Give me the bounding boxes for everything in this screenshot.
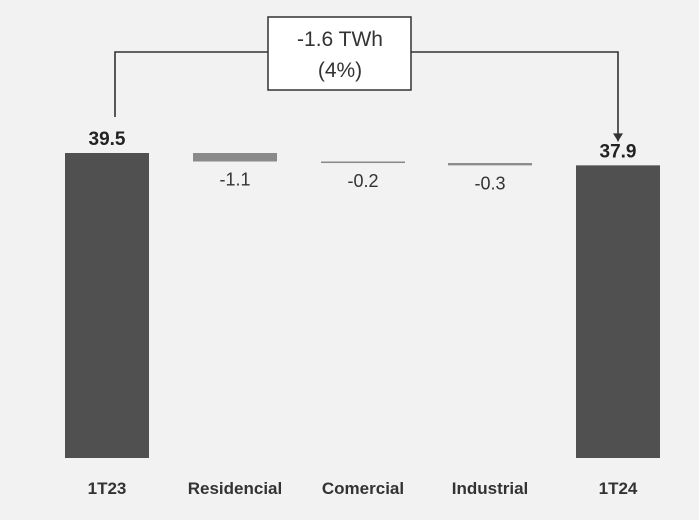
value-label-comercial: -0.2 xyxy=(347,171,378,191)
bar-1t24 xyxy=(576,165,660,458)
labels: 39.5 1T23 -1.1 Residencial -0.2 Comercial -0.3… xyxy=(88,129,638,498)
category-label-comercial: Comercial xyxy=(322,479,404,498)
bar-residencial xyxy=(193,153,277,162)
change-annotation-value: -1.6 TWh xyxy=(297,28,383,51)
arrow-down-icon xyxy=(613,133,623,142)
change-annotation: -1.6 TWh (4%) xyxy=(267,16,412,91)
category-label-industrial: Industrial xyxy=(452,479,529,498)
change-annotation-percent: (4%) xyxy=(318,59,362,82)
value-label-1t24: 37.9 xyxy=(600,141,637,162)
value-label-1t23: 39.5 xyxy=(89,129,126,150)
change-annotation-box xyxy=(267,16,412,91)
category-label-1t24: 1T24 xyxy=(599,479,638,498)
category-label-1t23: 1T23 xyxy=(88,479,127,498)
bars xyxy=(65,153,660,458)
bar-comercial xyxy=(321,161,405,164)
category-label-residencial: Residencial xyxy=(188,479,283,498)
bar-1t23 xyxy=(65,153,149,458)
connector-line xyxy=(114,51,619,142)
value-label-industrial: -0.3 xyxy=(474,173,505,193)
value-label-residencial: -1.1 xyxy=(219,169,250,189)
bar-industrial xyxy=(448,163,532,166)
change-connector xyxy=(114,51,623,142)
